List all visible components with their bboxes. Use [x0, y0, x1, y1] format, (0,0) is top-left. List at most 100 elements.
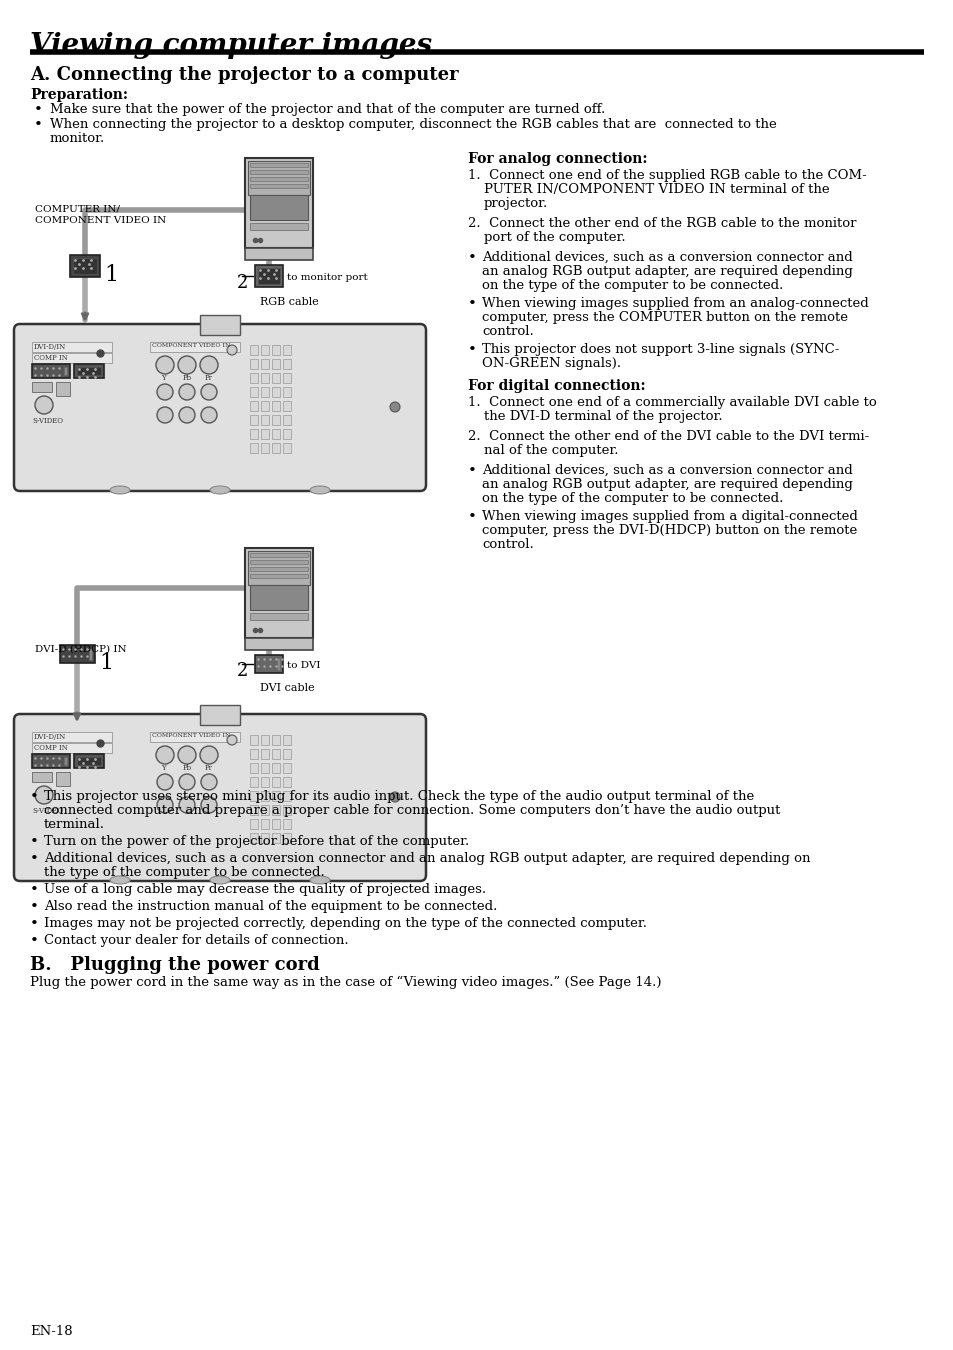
Bar — [32, 352, 112, 363]
Bar — [250, 414, 257, 425]
Text: •: • — [30, 917, 39, 932]
Bar — [261, 805, 269, 815]
Bar — [261, 791, 269, 801]
Bar — [250, 346, 257, 355]
Text: •: • — [34, 103, 43, 117]
Bar — [250, 177, 308, 181]
Bar — [250, 554, 308, 558]
Bar — [283, 429, 291, 439]
Circle shape — [157, 796, 172, 813]
Bar — [250, 749, 257, 759]
Text: COMPUTER IN/: COMPUTER IN/ — [35, 205, 120, 215]
Bar — [250, 401, 257, 410]
Circle shape — [179, 406, 194, 423]
Bar — [272, 734, 280, 745]
Text: Pr: Pr — [205, 374, 213, 382]
Text: 1: 1 — [104, 265, 118, 286]
Text: Images may not be projected correctly, depending on the type of the connected co: Images may not be projected correctly, d… — [44, 917, 646, 930]
Bar — [70, 255, 100, 277]
Bar — [272, 778, 280, 787]
Bar — [272, 346, 280, 355]
Circle shape — [201, 406, 216, 423]
Text: monitor.: monitor. — [50, 132, 105, 144]
Bar — [245, 158, 313, 248]
Text: S-VIDEO: S-VIDEO — [32, 417, 63, 425]
Bar — [261, 819, 269, 829]
Text: •: • — [30, 790, 39, 805]
Ellipse shape — [110, 486, 130, 494]
Circle shape — [200, 747, 218, 764]
Bar — [74, 364, 104, 378]
Bar — [200, 705, 240, 725]
Bar — [261, 778, 269, 787]
Bar — [283, 763, 291, 774]
Text: RGB cable: RGB cable — [260, 297, 318, 306]
Circle shape — [157, 406, 172, 423]
Circle shape — [156, 356, 173, 374]
Text: 2.  Connect the other end of the RGB cable to the monitor: 2. Connect the other end of the RGB cabl… — [468, 217, 856, 230]
Bar — [272, 833, 280, 842]
Text: When connecting the projector to a desktop computer, disconnect the RGB cables t: When connecting the projector to a deskt… — [50, 117, 776, 131]
Bar — [250, 163, 308, 167]
Bar — [272, 805, 280, 815]
Bar — [272, 443, 280, 454]
Bar — [283, 734, 291, 745]
FancyBboxPatch shape — [14, 324, 426, 491]
Text: For analog connection:: For analog connection: — [468, 153, 647, 166]
Text: Y: Y — [161, 374, 166, 382]
Text: control.: control. — [481, 325, 533, 338]
Text: 1: 1 — [99, 652, 113, 674]
Bar — [272, 819, 280, 829]
Text: Y: Y — [161, 764, 166, 772]
Text: COMP IN: COMP IN — [34, 744, 68, 752]
Bar — [250, 791, 257, 801]
Text: S-VIDEO: S-VIDEO — [32, 807, 63, 815]
Bar — [250, 429, 257, 439]
Bar — [32, 382, 52, 391]
Text: projector.: projector. — [483, 197, 548, 211]
Bar — [250, 443, 257, 454]
Bar — [60, 645, 95, 663]
Text: B.   Plugging the power cord: B. Plugging the power cord — [30, 956, 319, 973]
Bar — [272, 373, 280, 383]
Text: Contact your dealer for details of connection.: Contact your dealer for details of conne… — [44, 934, 348, 946]
Text: •: • — [468, 343, 476, 356]
Circle shape — [227, 346, 236, 355]
Bar — [261, 387, 269, 397]
Bar — [283, 401, 291, 410]
Bar — [272, 791, 280, 801]
Text: 2.  Connect the other end of the DVI cable to the DVI termi-: 2. Connect the other end of the DVI cabl… — [468, 431, 868, 443]
Text: an analog RGB output adapter, are required depending: an analog RGB output adapter, are requir… — [481, 265, 852, 278]
Bar — [250, 819, 257, 829]
Bar — [250, 567, 308, 571]
Text: •: • — [468, 251, 476, 265]
Text: •: • — [34, 117, 43, 132]
Circle shape — [390, 792, 399, 802]
Text: •: • — [468, 464, 476, 478]
Text: This projector uses stereo mini plug for its audio input. Check the type of the : This projector uses stereo mini plug for… — [44, 790, 754, 803]
Text: DVI-D/IN: DVI-D/IN — [34, 343, 66, 351]
Text: When viewing images supplied from a digital-connected: When viewing images supplied from a digi… — [481, 510, 857, 522]
Bar — [250, 170, 308, 174]
Circle shape — [35, 786, 53, 805]
Text: •: • — [30, 836, 39, 849]
Text: •: • — [468, 297, 476, 310]
Text: control.: control. — [481, 539, 533, 551]
Text: Viewing computer images: Viewing computer images — [30, 32, 432, 59]
Text: When viewing images supplied from an analog-connected: When viewing images supplied from an ana… — [481, 297, 868, 310]
Bar — [272, 749, 280, 759]
Bar — [32, 743, 112, 753]
Text: nal of the computer.: nal of the computer. — [483, 444, 618, 458]
Bar — [257, 269, 280, 284]
Bar — [283, 443, 291, 454]
Bar — [245, 639, 313, 649]
Text: on the type of the computer to be connected.: on the type of the computer to be connec… — [481, 491, 782, 505]
Bar — [261, 749, 269, 759]
Text: 2: 2 — [236, 274, 248, 292]
Bar — [250, 833, 257, 842]
Bar — [283, 791, 291, 801]
Bar — [261, 734, 269, 745]
Bar — [261, 359, 269, 369]
Text: Preparation:: Preparation: — [30, 88, 128, 103]
Circle shape — [157, 383, 172, 400]
